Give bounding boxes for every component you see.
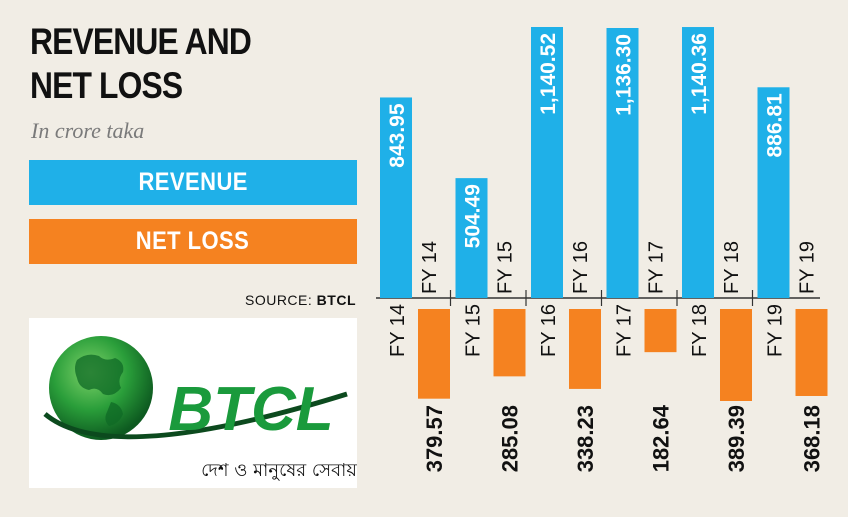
net-loss-value-label: 368.18 xyxy=(800,405,825,472)
chart-subtitle: In crore taka xyxy=(31,118,145,143)
category-label-top: FY 15 xyxy=(495,241,517,294)
category-label-bottom: FY 17 xyxy=(614,304,636,357)
net-loss-bar xyxy=(795,309,828,396)
category-label-bottom: FY 19 xyxy=(765,304,787,357)
legend-revenue-label: REVENUE xyxy=(138,168,248,196)
revenue-bar xyxy=(455,178,488,298)
source-name: BTCL xyxy=(316,292,356,308)
net-loss-value-label: 285.08 xyxy=(498,405,523,472)
revenue-bar xyxy=(682,27,714,298)
revenue-bar xyxy=(380,97,412,299)
btcl-logo-graphic: BTCL দেশ ও মানুষের সেবায় xyxy=(43,336,357,481)
revenue-value-label: 1,140.52 xyxy=(537,33,560,115)
title-line-2: NET LOSS xyxy=(30,65,183,106)
net-loss-bar xyxy=(493,309,526,377)
net-loss-bar xyxy=(569,309,601,389)
category-label-bottom: FY 16 xyxy=(538,304,560,357)
revenue-value-label: 1,136.30 xyxy=(613,34,636,116)
legend-revenue: REVENUE xyxy=(29,160,357,205)
net-loss-bar xyxy=(418,309,450,399)
net-loss-bar xyxy=(644,309,677,353)
category-label-top: FY 17 xyxy=(646,241,668,294)
category-label-bottom: FY 14 xyxy=(387,304,409,357)
revenue-value-label: 886.81 xyxy=(764,93,787,158)
source-credit: SOURCE: BTCL xyxy=(245,292,356,308)
legend-net-loss: NET LOSS xyxy=(29,219,357,264)
btcl-logo: BTCL দেশ ও মানুষের সেবায় xyxy=(29,318,357,488)
chart-title: REVENUE AND NET LOSS xyxy=(30,20,305,108)
category-label-top: FY 16 xyxy=(570,241,592,294)
net-loss-value-label: 338.23 xyxy=(573,405,598,472)
net-loss-value-label: 379.57 xyxy=(422,405,447,472)
category-label-top: FY 18 xyxy=(721,241,743,294)
revenue-bar xyxy=(606,28,639,299)
net-loss-value-label: 389.39 xyxy=(724,405,749,472)
globe-icon xyxy=(43,336,348,440)
revenue-bar xyxy=(531,27,563,298)
revenue-value-label: 504.49 xyxy=(462,184,485,248)
net-loss-value-label: 182.64 xyxy=(649,404,674,472)
title-line-1: REVENUE AND xyxy=(30,21,252,62)
source-prefix: SOURCE: xyxy=(244,292,313,308)
category-label-bottom: FY 15 xyxy=(463,304,485,357)
revenue-value-label: 1,140.36 xyxy=(688,33,711,115)
category-label-top: FY 14 xyxy=(419,241,441,294)
legend-net-loss-label: NET LOSS xyxy=(136,227,250,255)
logo-tagline: দেশ ও মানুষের সেবায় xyxy=(201,460,357,481)
revenue-value-label: 843.95 xyxy=(386,103,409,168)
category-label-bottom: FY 18 xyxy=(689,304,711,357)
net-loss-bar xyxy=(720,309,752,401)
revenue-bar xyxy=(757,87,790,298)
logo-brand-text: BTCL xyxy=(168,375,333,444)
category-label-top: FY 19 xyxy=(797,241,819,294)
